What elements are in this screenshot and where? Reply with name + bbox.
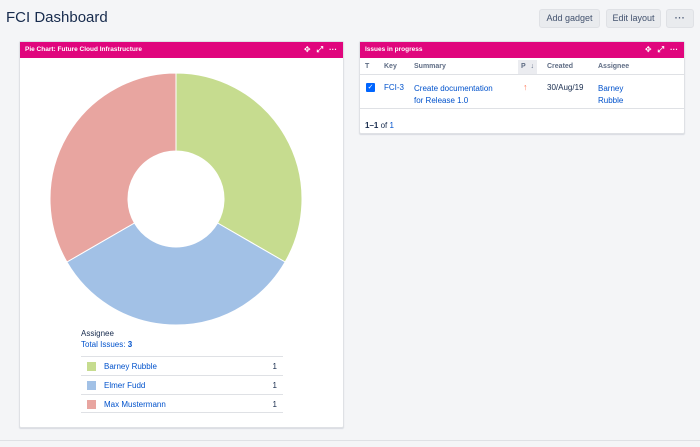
expand-icon[interactable]: ⤢ xyxy=(657,45,664,54)
task-type-icon: ✓ xyxy=(366,83,375,92)
footer-divider xyxy=(0,440,700,441)
legend-table: Barney Rubble 1 Elmer Fudd 1 Max Musterm… xyxy=(81,356,283,413)
col-priority-label: P xyxy=(521,63,526,70)
total-issues-value[interactable]: 3 xyxy=(127,340,133,349)
issue-assignee[interactable]: Barney Rubble xyxy=(598,83,623,107)
legend-name[interactable]: Max Mustermann xyxy=(104,400,166,409)
sort-desc-icon: ↓ xyxy=(530,63,535,70)
pagination: 1–1 of 1 xyxy=(365,121,394,130)
expand-icon[interactable]: ⤢ xyxy=(316,45,323,54)
pie-chart xyxy=(48,71,304,327)
pie-gadget-header: Pie Chart: Future Cloud Infrastructure ✥… xyxy=(20,42,343,58)
gadget-menu-icon[interactable]: ··· xyxy=(670,45,678,54)
add-gadget-button[interactable]: Add gadget xyxy=(539,9,600,28)
move-icon[interactable]: ✥ xyxy=(303,45,311,54)
col-summary[interactable]: Summary xyxy=(414,63,446,70)
issue-created: 30/Aug/19 xyxy=(547,83,584,92)
legend-swatch xyxy=(87,400,96,409)
pager-of: of xyxy=(380,121,388,130)
legend-row: Elmer Fudd 1 xyxy=(81,375,283,394)
total-issues-label: Total Issues: xyxy=(81,340,126,349)
pie-slice-elmer-fudd[interactable] xyxy=(66,222,286,326)
page-header: FCI Dashboard Add gadget Edit layout ··· xyxy=(0,0,700,36)
more-actions-button[interactable]: ··· xyxy=(666,9,694,28)
issue-summary-line1: Create documentation xyxy=(414,84,493,93)
edit-layout-button[interactable]: Edit layout xyxy=(606,9,661,28)
legend-swatch xyxy=(87,381,96,390)
gadget-menu-icon[interactable]: ··· xyxy=(329,45,337,54)
legend-heading: Assignee xyxy=(81,329,114,338)
col-assignee[interactable]: Assignee xyxy=(598,63,630,70)
issues-gadget-title: Issues in progress xyxy=(365,46,423,53)
pie-slice-barney-rubble[interactable] xyxy=(175,72,303,263)
move-icon[interactable]: ✥ xyxy=(644,45,652,54)
legend-count: 1 xyxy=(272,400,277,409)
assignee-line1: Barney xyxy=(598,84,624,93)
legend-row: Barney Rubble 1 xyxy=(81,356,283,375)
issues-gadget: Issues in progress ✥ ⤢ ··· T Key Summary… xyxy=(359,41,685,134)
legend-count: 1 xyxy=(272,381,277,390)
col-created[interactable]: Created xyxy=(547,63,574,70)
total-issues: Total Issues: 3 xyxy=(81,340,132,349)
pie-chart-gadget: Pie Chart: Future Cloud Infrastructure ✥… xyxy=(19,41,344,428)
col-type[interactable]: T xyxy=(365,63,370,70)
assignee-line2: Rubble xyxy=(598,96,624,105)
legend-count: 1 xyxy=(272,362,277,371)
pie-slice-max-mustermann[interactable] xyxy=(49,72,177,263)
table-row: ✓ FCI-3 Create documentation for Release… xyxy=(360,75,684,109)
priority-high-icon: ↑ xyxy=(523,82,528,92)
issues-gadget-header: Issues in progress ✥ ⤢ ··· xyxy=(360,42,684,58)
issues-table: T Key Summary P ↓ Created Assignee ✓ FCI… xyxy=(360,58,684,109)
pie-gadget-title: Pie Chart: Future Cloud Infrastructure xyxy=(25,46,143,53)
pager-total[interactable]: 1 xyxy=(389,121,394,130)
issue-summary[interactable]: Create documentation for Release 1.0 xyxy=(414,83,493,107)
issue-summary-line2: for Release 1.0 xyxy=(414,96,469,105)
issue-key[interactable]: FCI-3 xyxy=(384,83,404,92)
table-header: T Key Summary P ↓ Created Assignee xyxy=(360,58,684,75)
pie-chart-svg xyxy=(49,72,303,326)
page-title: FCI Dashboard xyxy=(6,9,108,26)
legend-name[interactable]: Elmer Fudd xyxy=(104,381,146,390)
legend-row: Max Mustermann 1 xyxy=(81,394,283,413)
pager-range: 1–1 xyxy=(365,121,379,130)
col-key[interactable]: Key xyxy=(384,63,397,70)
col-priority[interactable]: P ↓ xyxy=(518,60,537,74)
legend-name[interactable]: Barney Rubble xyxy=(104,362,157,371)
legend-swatch xyxy=(87,362,96,371)
